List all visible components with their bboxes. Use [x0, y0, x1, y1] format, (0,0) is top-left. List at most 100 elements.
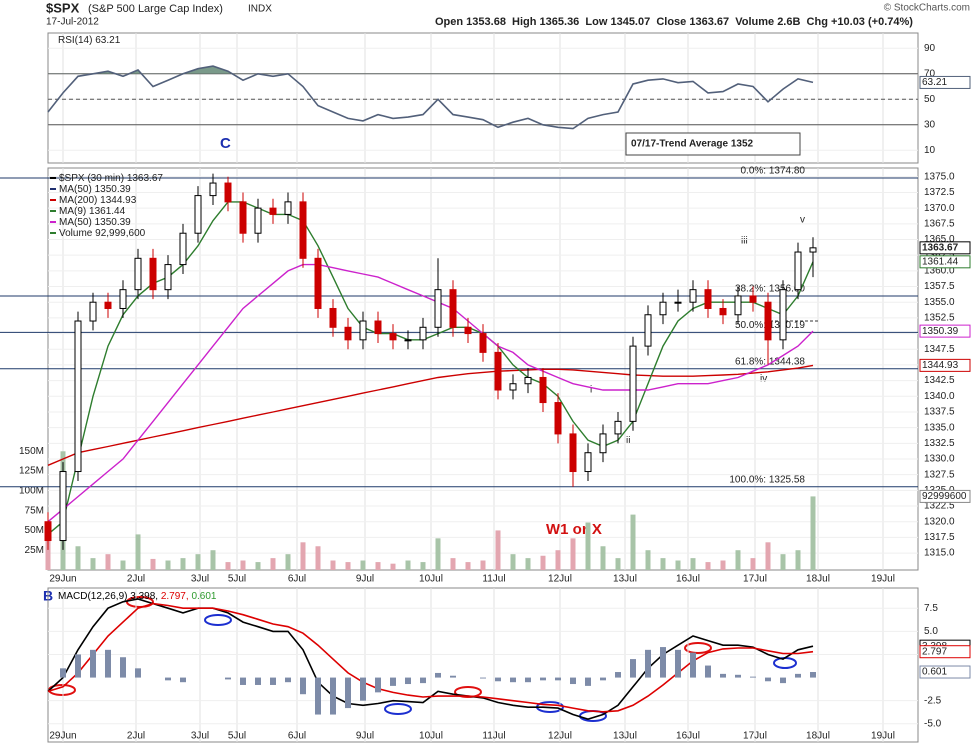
- wave-label: C: [220, 135, 231, 152]
- legend: RSI(14) 63.21: [58, 35, 121, 46]
- rsi-fill: [48, 66, 813, 74]
- volume-bar: [555, 550, 561, 570]
- volume-bar: [225, 562, 231, 570]
- histogram-bar: [105, 649, 111, 678]
- legend: MA(200) 1344.93: [59, 195, 137, 206]
- candle-body: [74, 320, 82, 473]
- wave-label: iii: [741, 236, 748, 247]
- histogram-bar: [675, 649, 681, 678]
- x-tick-label: 18Jul: [806, 731, 830, 742]
- volume-bar: [705, 562, 711, 570]
- value-tag-box: [919, 255, 971, 269]
- histogram-bar: [450, 675, 456, 678]
- histogram-bar: [375, 677, 381, 693]
- histogram-bar: [810, 672, 816, 678]
- x-tick-label: 16Jul: [676, 574, 700, 585]
- histogram-bar: [120, 657, 126, 678]
- legend-entry: MA(200): [59, 195, 97, 206]
- volume-bar: [120, 560, 126, 570]
- y2-tick-label: 150M: [19, 446, 44, 457]
- candle-body: [314, 257, 322, 309]
- legend-entry: 3.398,: [130, 591, 158, 602]
- y-tick-label: 7.5: [924, 603, 938, 614]
- ma-line: [47, 201, 814, 535]
- y-tick-label: 50: [924, 94, 936, 105]
- candle-body: [599, 433, 607, 454]
- histogram-bar: [390, 677, 396, 686]
- volume-bar: [315, 546, 321, 570]
- volume-bar: [630, 514, 636, 570]
- value-tag: 1350.39: [922, 326, 959, 337]
- candle-body: [134, 257, 142, 291]
- x-tick-label: 29Jun: [49, 731, 76, 742]
- value-tag-box: [919, 665, 971, 679]
- legend-entry: 2.797,: [161, 591, 189, 602]
- candle-body: [59, 471, 67, 542]
- volume-bar: [795, 550, 801, 570]
- histogram-bar: [270, 677, 276, 685]
- value-tag: 92999600: [922, 491, 967, 502]
- volume-bar: [375, 562, 381, 570]
- candle-body: [569, 433, 577, 473]
- volume-bar: [360, 560, 366, 570]
- candle-body: [329, 307, 337, 328]
- symbol: $SPX: [46, 0, 80, 15]
- index-name: (S&P 500 Large Cap Index): [88, 3, 223, 15]
- candle-body: [494, 351, 502, 391]
- volume-bar: [570, 538, 576, 570]
- candle-body: [374, 320, 382, 335]
- x-tick-label: 10Jul: [419, 731, 443, 742]
- volume-bar: [180, 558, 186, 570]
- histogram-bar: [435, 672, 441, 678]
- y-tick-label: 1342.5: [924, 375, 955, 386]
- candle-body: [614, 420, 622, 435]
- candle-body: [434, 289, 442, 328]
- candle-body: [674, 301, 682, 304]
- candle-body: [509, 383, 517, 391]
- legend-entry: 63.21: [95, 35, 120, 46]
- candle-body: [209, 182, 217, 197]
- legend-entry: MACD(12,26,9): [58, 591, 127, 602]
- histogram-bar: [780, 677, 786, 684]
- volume-bar: [735, 550, 741, 570]
- candle-body: [344, 326, 352, 341]
- x-tick-label: 11Jul: [482, 731, 505, 742]
- histogram-bar: [645, 649, 651, 678]
- y-tick-label: 1372.5: [924, 187, 955, 198]
- y2-tick-label: 125M: [19, 466, 44, 477]
- candle-body: [809, 247, 817, 253]
- value-tag-box: [919, 645, 971, 659]
- y-tick-label: 30: [924, 119, 936, 130]
- legend-entry: Volume: [59, 228, 93, 239]
- histogram-bar: [60, 668, 66, 678]
- value-tag-box: [919, 324, 971, 338]
- candle-body: [779, 289, 787, 341]
- candle-body: [149, 257, 157, 291]
- value-tag-box: [919, 358, 971, 372]
- circle: [773, 657, 797, 669]
- candle-body: [44, 521, 52, 542]
- date: 17-Jul-2012: [46, 17, 99, 28]
- value-tag: 0.601: [922, 667, 947, 678]
- y-tick-label: 1332.5: [924, 438, 955, 449]
- y-tick-label: 1315.0: [924, 548, 955, 559]
- legend: MA(50) 1350.39: [59, 217, 131, 228]
- x-tick-label: 3Jul: [191, 731, 209, 742]
- y2-tick-label: 50M: [25, 525, 44, 536]
- y2-tick-label: 100M: [19, 486, 44, 497]
- y-tick-label: 1375.0: [924, 171, 955, 182]
- legend-entry: $SPX (30 min): [59, 173, 124, 184]
- volume-bar: [510, 554, 516, 570]
- histogram-bar: [690, 652, 696, 678]
- histogram-bar: [720, 673, 726, 678]
- trend-box: [625, 132, 801, 156]
- histogram-bar: [585, 677, 591, 686]
- x-tick-label: 13Jul: [613, 574, 637, 585]
- histogram-bar: [555, 677, 561, 681]
- candle-body: [764, 301, 772, 341]
- y-tick-label: 1317.5: [924, 532, 955, 543]
- x-tick-label: 10Jul: [419, 574, 443, 585]
- candle-body: [299, 201, 307, 259]
- legend: MA(9) 1361.44: [59, 206, 126, 217]
- y-tick-label: 1365.0: [924, 234, 955, 245]
